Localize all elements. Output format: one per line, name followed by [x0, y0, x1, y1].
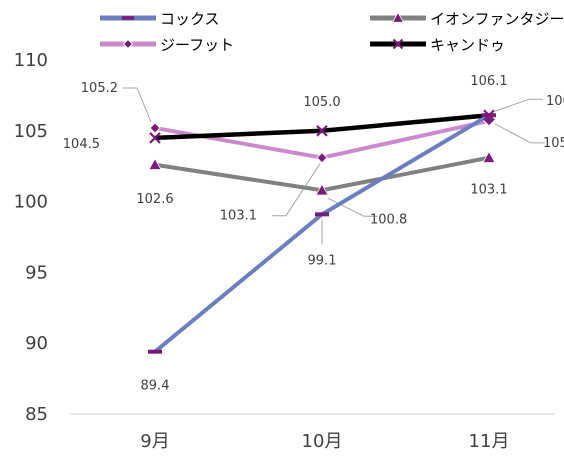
data-point-marker [316, 151, 328, 164]
data-label: 106.1 [470, 74, 507, 89]
series-markers [148, 109, 496, 354]
data-point-marker [316, 125, 328, 137]
data-point-marker [315, 183, 329, 196]
data-label: 104.5 [63, 137, 100, 152]
data-label: 102.6 [136, 192, 173, 207]
y-tick-label: 110 [14, 50, 48, 71]
y-tick-label: 85 [25, 404, 48, 425]
legend-label: コックス [160, 10, 220, 28]
data-point-marker [392, 38, 404, 50]
x-axis: 9月 10月 11月 [70, 413, 555, 452]
legend-item: ジーフット [100, 36, 234, 54]
data-point-marker [121, 16, 135, 20]
leader-line [494, 123, 545, 144]
data-point-marker [482, 150, 496, 163]
leader-line [494, 98, 543, 112]
data-point-marker [391, 11, 405, 23]
y-tick-label: 95 [25, 262, 48, 283]
leader-line [123, 87, 152, 123]
data-labels: 89.4 99.1 106.1 102.6 100.8 103.1 105.2 103.1 10… [63, 74, 564, 393]
data-label: 105.2 [81, 81, 118, 96]
data-point-marker [149, 132, 161, 144]
data-point-marker [149, 122, 161, 134]
legend-item: キャンドゥ [370, 36, 505, 54]
data-label: 105.7 [543, 136, 564, 151]
data-label: 100.8 [370, 212, 407, 227]
data-label: 103.1 [220, 209, 257, 224]
data-point-marker [122, 38, 134, 50]
y-tick-label: 100 [14, 192, 48, 213]
data-label: 103.1 [470, 183, 507, 198]
data-label: 89.4 [141, 379, 170, 394]
y-axis: 85 90 95 100 105 110 [14, 50, 48, 425]
x-tick-label: 11月 [469, 431, 510, 452]
data-point-marker [315, 212, 329, 217]
data-label: 106.1 [546, 94, 564, 109]
data-label: 99.1 [308, 253, 337, 268]
legend-item: イオンファンタジー [370, 10, 564, 28]
legend-label: イオンファンタジー [430, 10, 564, 28]
data-point-marker [482, 113, 496, 118]
data-point-marker [148, 349, 162, 354]
y-tick-label: 90 [25, 333, 48, 354]
data-point-marker [148, 157, 162, 170]
legend-label: ジーフット [160, 36, 234, 54]
leader-line [272, 163, 321, 217]
x-tick-label: 9月 [140, 431, 169, 452]
series-line [154, 112, 490, 141]
x-tick-label: 10月 [302, 431, 343, 452]
data-label: 105.0 [303, 95, 340, 110]
legend-label: キャンドゥ [430, 36, 505, 54]
y-tick-label: 105 [14, 121, 48, 142]
label-leader-lines [123, 87, 545, 245]
legend-item: コックス [100, 10, 220, 28]
